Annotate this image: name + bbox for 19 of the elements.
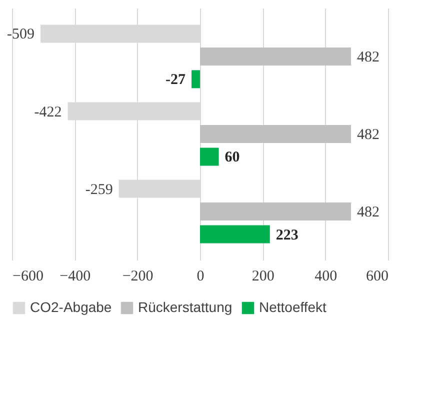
x-tick-label: −200 <box>122 268 154 284</box>
legend-label: Nettoeffekt <box>259 299 327 315</box>
data-label: 60 <box>224 150 240 166</box>
data-label: -422 <box>34 104 62 120</box>
x-tick-label: 0 <box>196 268 204 284</box>
data-label: 482 <box>357 204 380 221</box>
x-tick-label: 400 <box>314 268 338 284</box>
legend-label: CO2-Abgabe <box>30 299 112 315</box>
x-tick-label: 600 <box>366 268 388 284</box>
data-label: 482 <box>357 49 380 66</box>
x-tick-label: 200 <box>252 268 274 284</box>
legend-label: Rückerstattung <box>138 299 232 315</box>
data-label: -509 <box>7 26 35 43</box>
x-tick-label: −600 <box>12 268 44 284</box>
data-label: -27 <box>166 72 186 88</box>
x-tick-label: −400 <box>60 268 91 284</box>
data-label: -259 <box>85 182 113 198</box>
data-label: 482 <box>357 127 380 143</box>
data-label: 223 <box>276 227 298 244</box>
